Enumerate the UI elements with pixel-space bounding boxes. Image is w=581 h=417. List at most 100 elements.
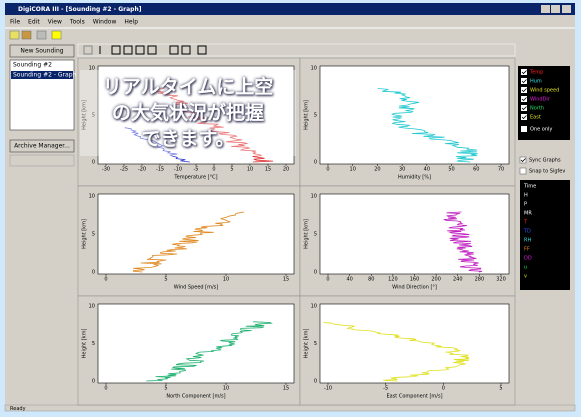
checkbox[interactable] <box>521 105 527 111</box>
tool-fit[interactable] <box>135 45 145 55</box>
x-tick-label: -20 <box>138 167 146 173</box>
sounding-item[interactable]: Sounding #2 - Graph <box>13 72 77 79</box>
archive-button[interactable] <box>9 139 75 153</box>
x-tick-label: 15 <box>283 277 289 283</box>
variable-item[interactable]: Time <box>523 184 536 190</box>
x-axis-label: Wind Speed [m/s] <box>174 285 219 291</box>
x-tick-label: -5 <box>194 167 199 173</box>
x-tick-label: 10 <box>247 167 253 173</box>
variable-item[interactable]: P <box>524 202 527 208</box>
x-tick-label: 240 <box>453 277 463 283</box>
variable-item[interactable]: TD <box>523 229 531 235</box>
trace <box>155 88 274 163</box>
caption-overlay: リアルタイムに上空 の大気状況が把握 できます。 <box>80 70 296 156</box>
legend-item: East <box>530 115 541 121</box>
x-tick-label: -10 <box>174 167 182 173</box>
menu-item[interactable]: Window <box>93 19 117 26</box>
checkbox[interactable] <box>519 167 527 175</box>
checkbox[interactable] <box>519 156 527 164</box>
checkbox[interactable] <box>521 96 527 102</box>
x-tick-label: 0 <box>326 167 329 173</box>
checkbox[interactable] <box>521 126 527 132</box>
y-tick-label: 5 <box>92 341 95 347</box>
x-tick-label: -30 <box>102 167 110 173</box>
legend-option: One only <box>530 127 552 133</box>
legend-item: North <box>530 106 544 112</box>
sync-option: Sync Graphs <box>529 158 561 164</box>
y-tick-label: 10 <box>311 194 317 200</box>
trace <box>377 88 478 163</box>
x-tick-label: 0 <box>104 386 107 392</box>
x-axis-label: Wind Direction [°] <box>392 285 437 291</box>
status-text: Ready <box>10 406 26 412</box>
minimize-button[interactable] <box>541 5 550 13</box>
x-tick-label: 200 <box>431 277 441 283</box>
tool-pan[interactable] <box>123 45 133 55</box>
sounding-item[interactable]: Sounding #2 <box>13 62 52 69</box>
y-tick-label: 0 <box>92 379 95 385</box>
y-tick-label: 10 <box>89 304 95 310</box>
variable-item[interactable]: MR <box>524 211 532 217</box>
tool-help[interactable] <box>51 30 62 40</box>
menu-item[interactable]: File <box>10 19 20 26</box>
tool-copy[interactable] <box>147 45 157 55</box>
y-axis-label: Height [km] <box>304 219 310 249</box>
menu-item[interactable]: Help <box>124 19 138 26</box>
close-button[interactable] <box>562 5 571 13</box>
tool-print[interactable] <box>36 30 47 40</box>
menu-item[interactable]: View <box>48 19 62 26</box>
tool-new[interactable] <box>9 30 20 40</box>
chart-toolbar <box>77 43 516 57</box>
x-tick-label: 160 <box>410 277 420 283</box>
checkbox[interactable] <box>521 114 527 120</box>
tool-c[interactable] <box>181 45 191 55</box>
y-tick-label: 5 <box>92 113 95 119</box>
x-tick-label: 0 <box>104 277 107 283</box>
variable-item[interactable]: DD <box>524 256 532 262</box>
tool-text[interactable] <box>197 45 207 55</box>
plot-area <box>319 65 510 165</box>
variable-item[interactable]: T <box>523 220 528 226</box>
maximize-button[interactable] <box>551 5 560 13</box>
x-tick-label: 40 <box>346 277 352 283</box>
variable-item[interactable]: u <box>524 265 527 271</box>
x-tick-label: 5 <box>499 386 502 392</box>
variable-item[interactable]: FF <box>524 247 530 253</box>
trace <box>443 211 483 273</box>
menu-item[interactable]: Tools <box>69 19 85 26</box>
sounding-list <box>9 59 75 131</box>
checkbox[interactable] <box>521 87 527 93</box>
variable-item[interactable]: v <box>524 274 527 280</box>
checkmark <box>521 70 527 75</box>
x-tick-label: -25 <box>120 167 128 173</box>
x-tick-label: 10 <box>223 386 229 392</box>
y-tick-label: 0 <box>92 270 95 276</box>
new-sounding-label: New Sounding <box>20 48 63 55</box>
y-tick-label: 5 <box>314 232 317 238</box>
window-title: DigiCORA III - [Sounding #2 - Graph] <box>18 6 142 13</box>
x-tick-label: 30 <box>399 167 405 173</box>
menu-item[interactable]: Edit <box>28 19 40 26</box>
new-sounding-button[interactable] <box>9 44 75 58</box>
variable-item[interactable]: H <box>524 193 528 199</box>
trace <box>132 211 245 273</box>
y-tick-label: 5 <box>314 113 317 119</box>
checkbox[interactable] <box>521 78 527 84</box>
x-tick-label: -10 <box>324 386 332 392</box>
legend-item: Temp <box>529 70 543 76</box>
tool-h[interactable] <box>169 45 179 55</box>
snap-option: Snap to Sigfev <box>529 169 565 175</box>
y-axis-label: Height [km] <box>82 219 88 249</box>
sidebar: New Sounding Archive Manager... <box>9 44 75 167</box>
x-tick-label: 10 <box>350 167 356 173</box>
tool-zoom[interactable] <box>111 45 121 55</box>
legend-item: Wind speed <box>530 88 559 94</box>
trace <box>146 321 273 382</box>
tool-pointer[interactable] <box>83 45 93 55</box>
x-tick-label: 120 <box>388 277 398 283</box>
tool-open[interactable] <box>21 30 32 40</box>
checkbox[interactable] <box>521 69 527 75</box>
x-tick-label: 60 <box>473 167 479 173</box>
variable-item[interactable]: RH <box>524 238 531 244</box>
